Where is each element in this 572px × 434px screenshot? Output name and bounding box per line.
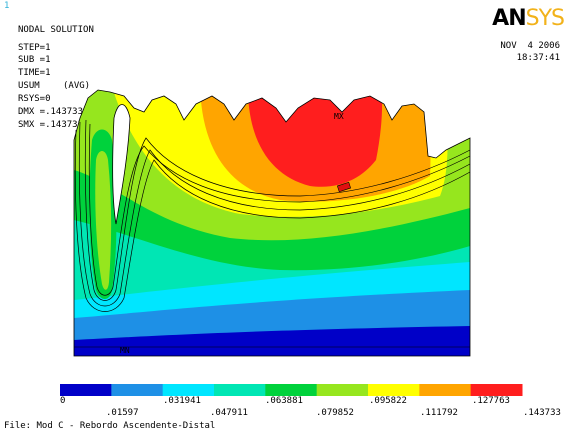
legend-label-4: .063881 bbox=[265, 396, 303, 406]
date-label: NOV 4 2006 bbox=[500, 41, 560, 51]
legend-swatch bbox=[162, 384, 215, 396]
smx-label: SMX =.143733 bbox=[18, 120, 84, 130]
legend-label-0: 0 bbox=[60, 396, 66, 406]
legend-label-5: .079852 bbox=[316, 408, 354, 418]
legend-swatch bbox=[316, 384, 369, 396]
legend-swatch bbox=[265, 384, 318, 396]
step-label: STEP=1 bbox=[18, 43, 51, 53]
legend-swatch bbox=[60, 384, 112, 396]
file-label: File: Mod C - Rebordo Ascendente-Distal bbox=[4, 421, 216, 431]
avg-label: (AVG) bbox=[63, 81, 91, 91]
legend-label-6: .095822 bbox=[369, 396, 407, 406]
max-marker: MX bbox=[334, 112, 344, 121]
ansys-logo: ANSYS bbox=[492, 6, 565, 31]
dmx-label: DMX =.143733 bbox=[18, 107, 84, 117]
usum-label: USUM bbox=[18, 81, 40, 91]
time-label: TIME=1 bbox=[18, 68, 51, 78]
legend-label-3: .047911 bbox=[210, 408, 248, 418]
legend-swatch bbox=[470, 384, 523, 396]
min-marker: MN bbox=[120, 346, 130, 355]
legend-label-1: .01597 bbox=[106, 408, 139, 418]
legend-swatch bbox=[214, 384, 266, 396]
legend-swatch bbox=[368, 384, 420, 396]
legend-label-7: .111792 bbox=[420, 408, 458, 418]
legend-swatch bbox=[111, 384, 164, 396]
legend-label-2: .031941 bbox=[163, 396, 201, 406]
legend-label-9: .143733 bbox=[523, 408, 561, 418]
color-legend-bar bbox=[60, 384, 523, 396]
legend-label-8: .127763 bbox=[472, 396, 510, 406]
plot-title: NODAL SOLUTION bbox=[18, 25, 94, 35]
legend-swatch bbox=[419, 384, 472, 396]
window-number: 1 bbox=[4, 1, 10, 11]
time-stamp: 18:37:41 bbox=[516, 53, 560, 63]
rsys-label: RSYS=0 bbox=[18, 94, 51, 104]
sub-label: SUB =1 bbox=[18, 55, 51, 65]
